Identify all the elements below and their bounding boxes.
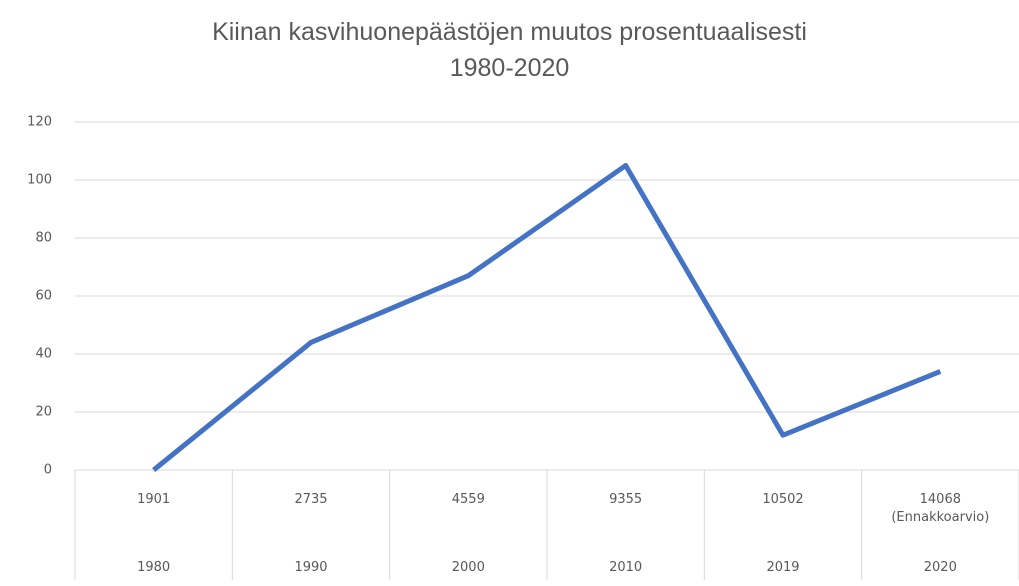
x-group-label: 1990 [294,560,328,575]
line [152,163,942,472]
y-tick-label: 20 [35,405,52,420]
y-tick-label: 60 [35,289,52,304]
x-tick-label: 4559 [451,492,485,507]
chart-title: Kiinan kasvihuonepäästöjen muutos prosen… [212,18,807,82]
y-tick-label: 0 [44,463,52,478]
y-tick-label: 40 [35,347,52,362]
x-group-label: 2019 [766,560,800,575]
x-tick-label: 10502 [762,492,804,507]
x-tick-label: 2735 [294,492,328,507]
y-tick-label: 100 [27,173,52,188]
x-tick-label: 1901 [137,492,171,507]
x-group-label: 2020 [923,560,957,575]
x-group-label: 1980 [137,560,171,575]
x-tick-label: 9355 [609,492,643,507]
y-tick-label: 80 [35,231,52,246]
x-group-label: 2000 [451,560,485,575]
x-tick-label: 14068 (Ennakkoarvio) [891,492,990,525]
y-tick-label: 120 [27,115,52,130]
x-group-label: 2010 [609,560,643,575]
